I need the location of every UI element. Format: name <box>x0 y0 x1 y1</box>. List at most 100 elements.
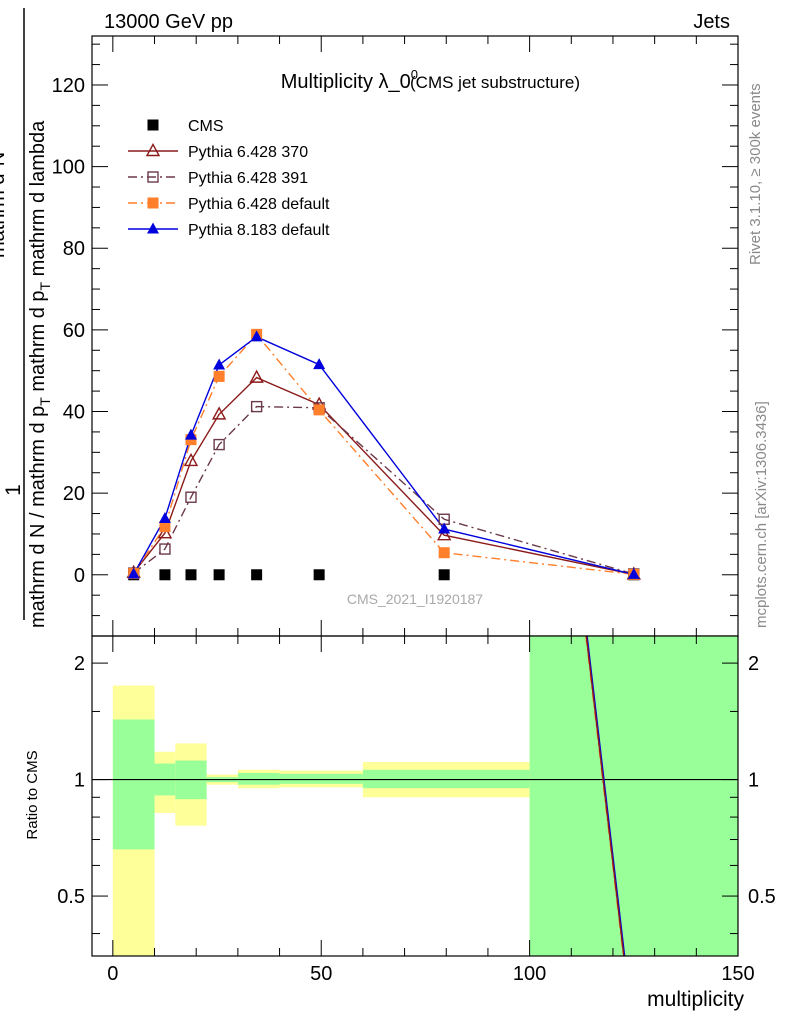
x-tick-label: 0 <box>107 963 118 985</box>
data-point-pythia-6-428-391 <box>159 543 171 555</box>
legend-marker-pythia-6-428-default <box>147 197 159 209</box>
data-point-pythia-6-428-default <box>438 547 450 559</box>
data-point-pythia-6-428-370 <box>211 406 227 420</box>
data-point-pythia-6-428-391 <box>185 491 197 503</box>
legend-entry-pythia-6-428-391: Pythia 6.428 391 <box>128 170 308 187</box>
legend-marker-cms <box>147 119 159 131</box>
data-point-pythia-6-428-default <box>159 521 171 533</box>
legend-marker-pythia-6-428-370 <box>145 143 161 157</box>
legend-marker-pythia-6-428-391 <box>147 171 159 183</box>
ratio-frame-rect <box>91 635 739 957</box>
ratio-axes: 0.5 0.5 1 1 2 2 0 50 100 150 <box>57 636 776 985</box>
x-tick-label: 150 <box>721 963 754 985</box>
data-point-pythia-6-428-391 <box>213 438 225 451</box>
x-axis-label: multiplicity <box>647 988 744 1011</box>
ratio-ytick-label: 2 <box>74 653 85 675</box>
ratio-uncertainty-bands <box>92 636 738 956</box>
data-point-pythia-8-183-default <box>184 428 197 440</box>
ylabel-denominator-part3: mathrm d lambda <box>27 120 49 282</box>
legend-entry-pythia-8-183-default: Pythia 8.183 default <box>128 222 330 239</box>
legend-label-pythia-6-428-default: Pythia 6.428 default <box>188 196 330 213</box>
data-point-pythia-6-428-370 <box>157 525 173 539</box>
ratio-ytick-label: 0.5 <box>57 886 85 908</box>
data-point-pythia-6-428-370 <box>436 527 452 541</box>
data-point-pythia-6-428-default <box>313 404 325 416</box>
main-y-axis-label: 1 mathrm d N / mathrm d pT mathrm d pT m… <box>0 8 53 628</box>
ratio-ytick-label-right: 1 <box>748 770 759 792</box>
data-point-pythia-6-428-370 <box>249 369 264 383</box>
series-line-pythia-6-428-default <box>133 333 634 576</box>
main-y-axis: 0 20 40 60 80 100 120 <box>52 36 739 636</box>
rivet-version-text: Rivet 3.1.10, ≥ 300k events <box>747 83 764 265</box>
ratio-line-pythia-8-183-default <box>586 635 626 957</box>
main-ytick-label: 120 <box>52 75 85 97</box>
data-point-cms <box>438 569 450 581</box>
ratio-band-green <box>279 773 363 784</box>
x-tick-label: 100 <box>513 963 546 985</box>
main-series-lines <box>133 333 634 576</box>
ratio-band-green <box>112 719 155 850</box>
ratio-band-green <box>529 636 738 956</box>
legend-entry-cms: CMS <box>147 118 224 135</box>
data-point-pythia-6-428-default <box>213 370 225 382</box>
ylabel-denominator-part2: mathrm d p <box>27 290 49 397</box>
main-ytick-label: 80 <box>63 238 85 260</box>
ratio-series-lines <box>585 635 626 957</box>
legend-marker-pythia-8-183-default <box>147 222 159 234</box>
legend-label-cms: CMS <box>188 118 224 135</box>
ratio-ytick-label-right: 0.5 <box>748 886 776 908</box>
series-line-pythia-6-428-370 <box>133 376 634 576</box>
ylabel-denominator: mathrm d N / mathrm d pT mathrm d pT mat… <box>27 120 53 628</box>
legend-label-pythia-8-183-default: Pythia 8.183 default <box>188 222 330 239</box>
data-point-pythia-8-183-default <box>438 522 451 534</box>
mcplots-text: mcplots.cern.ch [arXiv:1306.3436] <box>753 401 770 628</box>
data-point-cms <box>213 569 225 581</box>
data-point-pythia-8-183-default <box>127 567 140 579</box>
ratio-ytick-label-right: 2 <box>748 653 759 675</box>
chart-subtitle: (CMS jet substructure) <box>410 73 580 92</box>
data-point-pythia-8-183-default <box>158 511 171 523</box>
x-tick-label: 50 <box>310 963 332 985</box>
data-point-cms <box>251 569 263 581</box>
legend: CMS Pythia 6.428 370 Pythia 6.428 391 Pythi… <box>128 118 330 239</box>
data-point-pythia-8-183-default <box>313 358 326 370</box>
data-point-pythia-8-183-default <box>213 358 226 370</box>
header-right: Jets <box>693 11 730 33</box>
ratio-ytick-label: 1 <box>74 770 85 792</box>
analysis-watermark: CMS_2021_I1920187 <box>347 591 483 607</box>
data-point-pythia-6-428-370 <box>183 452 199 467</box>
data-point-cms <box>185 569 197 581</box>
ratio-line-pythia-6-428-370 <box>585 635 625 957</box>
ylabel-top-part2: N <box>0 152 9 166</box>
series-line-pythia-8-183-default <box>133 335 634 576</box>
main-ytick-label: 20 <box>63 483 85 505</box>
ylabel-numerator: 1 <box>2 484 25 496</box>
data-point-cms <box>313 569 325 581</box>
main-ytick-label: 40 <box>63 402 85 424</box>
header-left: 13000 GeV pp <box>104 11 233 33</box>
legend-label-pythia-6-428-370: Pythia 6.428 370 <box>188 144 308 161</box>
main-series-markers <box>126 328 641 581</box>
ratio-band-green <box>237 772 280 785</box>
ylabel-denominator-part1: mathrm d N / mathrm d p <box>27 406 49 628</box>
data-point-pythia-8-183-default <box>627 567 640 579</box>
chart-title-main: Multiplicity λ_0 <box>281 71 411 93</box>
legend-entry-pythia-6-428-370: Pythia 6.428 370 <box>128 143 308 161</box>
main-ytick-label: 0 <box>74 565 85 587</box>
main-ytick-label: 100 <box>52 157 85 179</box>
ylabel-top-part1: mathrm d <box>0 174 9 258</box>
data-point-pythia-6-428-391 <box>250 400 263 413</box>
ylabel-denominator-sub2: T <box>37 281 53 290</box>
legend-entry-pythia-6-428-default: Pythia 6.428 default <box>128 196 330 213</box>
ylabel-denominator-sub1: T <box>37 397 53 406</box>
data-point-pythia-8-183-default <box>250 330 263 342</box>
ylabel-fraction-top: mathrm d2N <box>0 152 9 258</box>
chart-title: Multiplicity λ_00 <box>281 67 418 93</box>
main-ytick-label: 60 <box>63 320 85 342</box>
ratio-plot-frame <box>91 635 739 957</box>
legend-label-pythia-6-428-391: Pythia 6.428 391 <box>188 170 308 187</box>
ratio-y-axis-label: Ratio to CMS <box>24 750 41 839</box>
data-point-cms <box>159 569 171 581</box>
chart-title-sup: 0 <box>411 67 418 82</box>
